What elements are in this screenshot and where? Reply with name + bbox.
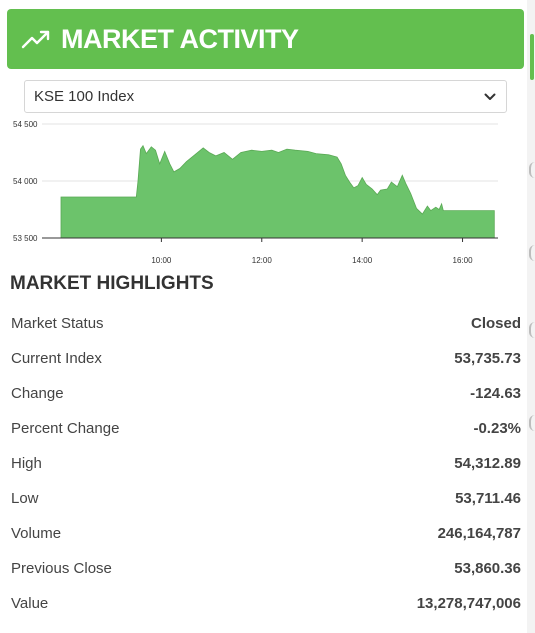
index-area-chart: 54 500 54 000 53 500 10:00 12:00 14:00 16:00 — [13, 120, 498, 265]
highlight-label: Change — [11, 385, 64, 402]
adjacent-panel-mark — [529, 162, 535, 178]
highlight-value: 13,278,747,006 — [416, 595, 521, 612]
highlight-row: Previous Close 53,860.36 — [11, 551, 521, 586]
highlight-row: Percent Change -0.23% — [11, 411, 521, 446]
index-select[interactable]: KSE 100 Index — [24, 80, 507, 113]
adjacent-panel-mark — [529, 245, 535, 261]
x-tick-label: 16:00 — [453, 256, 474, 265]
chevron-down-icon[interactable] — [484, 93, 496, 101]
highlight-row: Low 53,711.46 — [11, 481, 521, 516]
market-activity-header: MARKET ACTIVITY — [7, 9, 524, 69]
highlight-label: Volume — [11, 525, 62, 542]
adjacent-panel-accent — [530, 34, 534, 80]
x-tick-label: 10:00 — [151, 256, 172, 265]
highlight-label: Value — [11, 595, 49, 612]
y-tick-label: 54 000 — [13, 177, 38, 186]
highlight-value: -0.23% — [473, 420, 521, 437]
highlight-value: 53,735.73 — [454, 350, 521, 367]
highlight-row: Market Status Closed — [11, 306, 521, 341]
y-tick-label: 53 500 — [13, 234, 38, 243]
trend-up-icon — [21, 30, 50, 49]
highlight-row: High 54,312.89 — [11, 446, 521, 481]
highlight-label: Low — [11, 490, 39, 507]
highlights-title: MARKET HIGHLIGHTS — [10, 273, 214, 294]
highlight-value: 53,860.36 — [454, 560, 521, 577]
y-tick-label: 54 500 — [13, 120, 38, 129]
highlight-label: Percent Change — [11, 420, 120, 437]
adjacent-panel-edge — [527, 0, 535, 633]
highlight-row: Current Index 53,735.73 — [11, 341, 521, 376]
highlight-value: 53,711.46 — [455, 490, 521, 507]
highlight-row: Change -124.63 — [11, 376, 521, 411]
highlight-label: Current Index — [11, 350, 102, 367]
highlight-label: High — [11, 455, 42, 472]
highlight-label: Previous Close — [11, 560, 112, 577]
index-select-value: KSE 100 Index — [34, 88, 135, 105]
x-tick-label: 12:00 — [252, 256, 273, 265]
highlights-table: Market Status Closed Current Index 53,735.7… — [11, 306, 521, 621]
highlight-value: 246,164,787 — [437, 525, 521, 542]
adjacent-panel-mark — [529, 322, 535, 338]
highlight-value: 54,312.89 — [454, 455, 521, 472]
highlight-label: Market Status — [11, 315, 104, 332]
x-tick-label: 14:00 — [352, 256, 373, 265]
highlight-row: Volume 246,164,787 — [11, 516, 521, 551]
index-area-series — [60, 144, 495, 239]
highlight-value: -124.63 — [470, 385, 521, 402]
page-title: MARKET ACTIVITY — [61, 23, 299, 54]
adjacent-panel-mark — [529, 415, 535, 431]
highlight-value: Closed — [470, 315, 521, 332]
highlight-row: Value 13,278,747,006 — [11, 586, 521, 621]
